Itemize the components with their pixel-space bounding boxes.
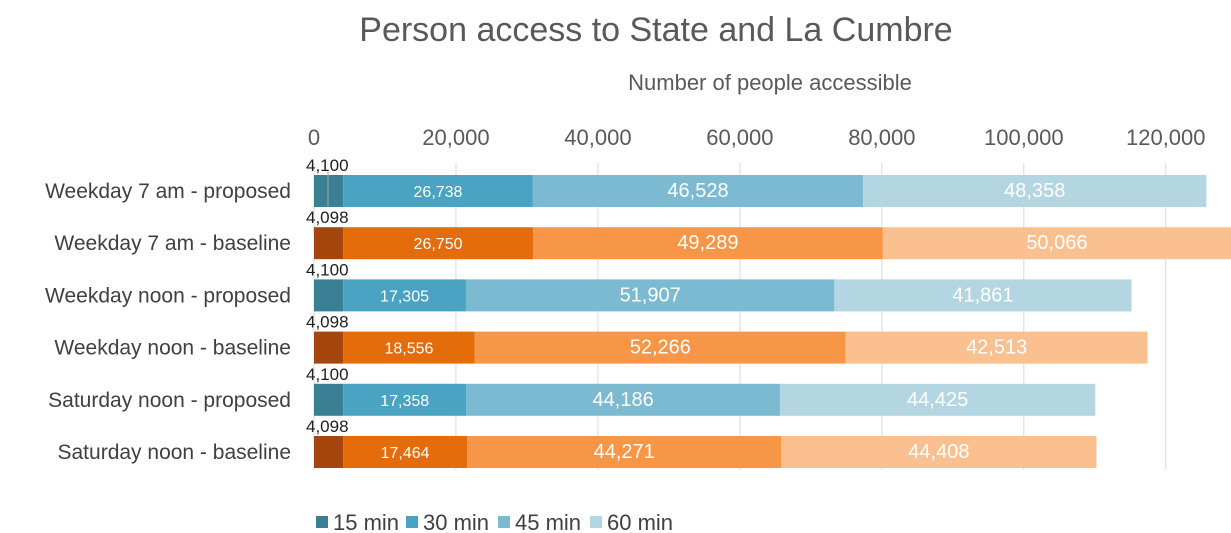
x-axis-title: Number of people accessible — [628, 70, 912, 95]
bar-segment — [466, 383, 780, 416]
bar-segment — [343, 383, 467, 416]
legend: 15 min 30 min 45 min 60 min — [316, 510, 673, 533]
data-label: 46,528 — [667, 180, 728, 202]
bar-segment — [467, 436, 782, 468]
data-label: 18,556 — [384, 341, 433, 358]
bar-segment — [314, 383, 344, 416]
bar-segment — [314, 436, 344, 468]
data-label: 44,425 — [907, 389, 968, 411]
bar-segment — [314, 331, 344, 364]
bar-segment — [845, 331, 1148, 364]
x-axis-ticks: 0 20,000 40,000 60,000 80,000 100,000 120,000 — [308, 125, 1206, 150]
x-tick-label: 120,000 — [1126, 125, 1206, 150]
data-label: 41,861 — [952, 284, 1013, 306]
data-label: 26,738 — [414, 184, 463, 201]
data-label: 4,100 — [306, 260, 349, 279]
category-label: Saturday noon - proposed — [48, 389, 291, 412]
bar-segment — [779, 383, 1096, 416]
x-tick-label: 0 — [308, 125, 320, 150]
bar-segment — [314, 279, 344, 312]
legend-label: 30 min — [423, 510, 489, 533]
chart-title: Person access to State and La Cumbre — [359, 11, 952, 49]
data-label: 4,098 — [306, 313, 349, 332]
data-label: 44,271 — [594, 441, 655, 463]
data-label: 4,100 — [306, 365, 349, 384]
data-label: 17,358 — [380, 393, 429, 410]
legend-swatch — [498, 516, 510, 528]
category-label: Weekday noon - baseline — [54, 337, 291, 360]
bar-segment — [343, 331, 475, 364]
legend-label: 15 min — [333, 510, 399, 533]
bar-segment — [532, 227, 883, 260]
legend-label: 60 min — [607, 510, 673, 533]
category-label: Saturday noon - baseline — [58, 441, 292, 464]
x-tick-label: 20,000 — [422, 125, 489, 150]
data-label: 26,750 — [414, 236, 463, 253]
bar-segment — [882, 227, 1231, 260]
x-tick-label: 40,000 — [564, 125, 631, 150]
bar-segment — [532, 175, 864, 207]
legend-swatch — [316, 516, 328, 528]
gridlines — [313, 163, 1167, 470]
data-label: 4,098 — [306, 208, 349, 227]
bar-segment — [834, 279, 1132, 312]
category-labels: Weekday 7 am - proposed Weekday 7 am - ba… — [45, 180, 291, 464]
data-label: 17,464 — [381, 445, 430, 462]
x-tick-label: 80,000 — [848, 125, 915, 150]
data-label: 4,098 — [306, 417, 349, 436]
data-label: 49,289 — [677, 232, 738, 254]
bar-segment — [474, 331, 846, 364]
category-label: Weekday 7 am - baseline — [54, 232, 291, 255]
bar-segment — [343, 175, 533, 207]
data-label: 48,358 — [1004, 180, 1065, 202]
bar-segment — [343, 227, 533, 260]
data-label: 51,907 — [620, 284, 681, 306]
bar-segment — [343, 436, 468, 468]
bar-segment — [343, 279, 466, 312]
x-tick-label: 60,000 — [706, 125, 773, 150]
x-tick-label: 100,000 — [984, 125, 1064, 150]
bar-segment — [314, 227, 344, 260]
bar-segment — [465, 279, 835, 312]
bars — [314, 175, 1231, 468]
bar-segment — [781, 436, 1097, 468]
bar-segment — [863, 175, 1207, 207]
legend-label: 45 min — [515, 510, 581, 533]
data-label: 4,100 — [306, 156, 349, 175]
data-labels: 4,100 26,738 46,528 48,358 4,098 26,750 49,289… — [306, 156, 1087, 463]
data-label: 44,186 — [593, 389, 654, 411]
legend-swatch — [590, 516, 602, 528]
data-label: 42,513 — [966, 337, 1027, 359]
legend-swatch — [406, 516, 418, 528]
data-label: 44,408 — [908, 441, 969, 463]
category-label: Weekday 7 am - proposed — [45, 180, 291, 203]
data-label: 50,066 — [1026, 232, 1087, 254]
category-label: Weekday noon - proposed — [45, 284, 291, 307]
bar-segment — [314, 175, 344, 207]
data-label: 17,305 — [380, 288, 429, 305]
data-label: 52,266 — [630, 337, 691, 359]
